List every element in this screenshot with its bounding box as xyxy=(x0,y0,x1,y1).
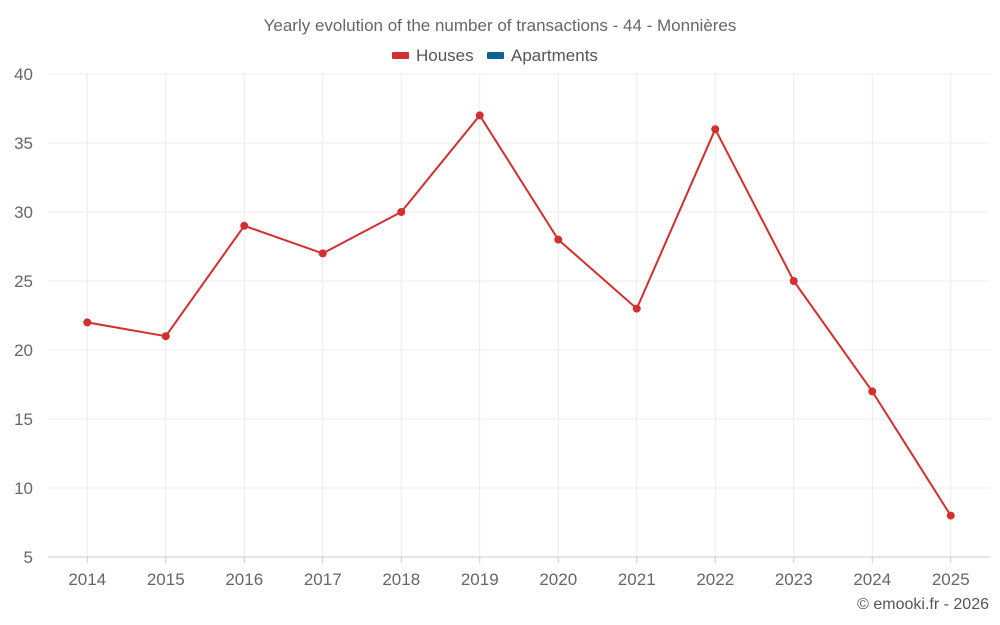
series-houses xyxy=(83,111,955,520)
x-tick-label: 2017 xyxy=(304,570,342,589)
data-point-houses-2018[interactable] xyxy=(397,208,406,216)
y-axis-ticks: 5 10 15 20 25 30 35 40 xyxy=(14,65,33,567)
data-point-houses-2023[interactable] xyxy=(789,277,798,285)
y-tick-label: 20 xyxy=(14,341,33,360)
data-point-houses-2020[interactable] xyxy=(554,235,563,244)
legend-swatch-houses[interactable] xyxy=(392,52,409,59)
data-point-houses-2022[interactable] xyxy=(711,125,720,134)
x-tick-label: 2023 xyxy=(775,570,813,589)
data-point-houses-2024[interactable] xyxy=(868,387,877,396)
credit-text: © emooki.fr - 2026 xyxy=(857,596,989,613)
chart-title: Yearly evolution of the number of transa… xyxy=(264,16,737,35)
legend-label-houses[interactable]: Houses xyxy=(416,46,474,65)
legend-label-apartments[interactable]: Apartments xyxy=(511,46,598,65)
data-point-houses-2019[interactable] xyxy=(475,111,484,120)
data-point-houses-2021[interactable] xyxy=(632,304,641,313)
y-tick-label: 30 xyxy=(14,203,33,222)
y-tick-label: 40 xyxy=(14,65,33,84)
x-tick-label: 2015 xyxy=(147,570,185,589)
y-tick-label: 10 xyxy=(14,479,33,498)
y-tick-label: 35 xyxy=(14,134,33,153)
y-tick-label: 5 xyxy=(24,548,33,567)
x-tick-label: 2016 xyxy=(225,570,263,589)
series-line-houses xyxy=(87,114,952,517)
data-point-houses-2015[interactable] xyxy=(161,332,170,341)
legend-swatch-apartments[interactable] xyxy=(487,52,504,59)
x-tick-label: 2022 xyxy=(696,570,734,589)
y-tick-label: 15 xyxy=(14,410,33,429)
x-tick-label: 2021 xyxy=(618,570,656,589)
data-point-houses-2014[interactable] xyxy=(83,318,92,327)
legend: Houses Apartments xyxy=(392,46,598,65)
x-axis-ticks: 2014 2015 2016 2017 2018 2019 2020 2021 2022 2023… xyxy=(68,557,970,589)
x-tick-label: 2014 xyxy=(68,570,106,589)
x-tick-label: 2024 xyxy=(853,570,891,589)
x-tick-label: 2020 xyxy=(539,570,577,589)
x-tick-label: 2025 xyxy=(932,570,970,589)
data-point-houses-2017[interactable] xyxy=(318,249,327,258)
data-point-houses-2016[interactable] xyxy=(240,221,249,230)
y-tick-label: 25 xyxy=(14,272,33,291)
x-tick-label: 2019 xyxy=(461,570,499,589)
data-point-houses-2025[interactable] xyxy=(946,511,955,520)
grid xyxy=(48,73,990,558)
x-tick-label: 2018 xyxy=(382,570,420,589)
